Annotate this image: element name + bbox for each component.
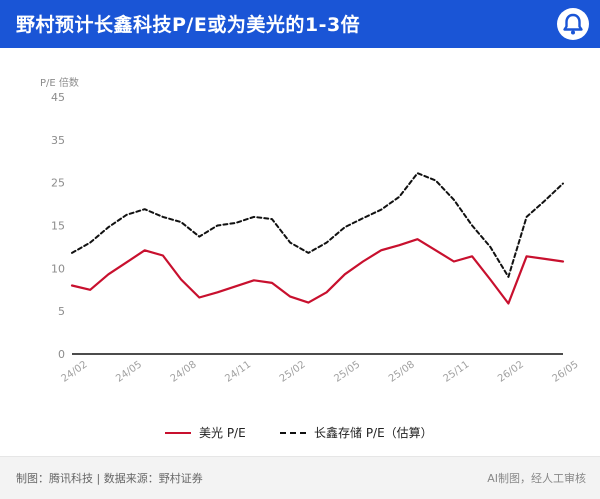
x-tick-label: 25/05: [332, 359, 362, 385]
x-tick-label: 24/05: [114, 359, 144, 385]
x-tick-label: 25/08: [387, 359, 417, 385]
legend-label-micron: 美光 P/E: [199, 426, 246, 440]
series-line-cxmt: [71, 172, 564, 278]
x-tick-label: 25/02: [278, 359, 308, 385]
footer-divider: [0, 456, 600, 457]
x-tick-label: 26/05: [551, 359, 581, 385]
line-chart: 0 5 10 15 25 35 45 24/02 24/05 24/08 24/11 25/02 25/…: [51, 91, 581, 385]
legend-label-cxmt: 长鑫存储 P/E（估算）: [314, 426, 433, 440]
legend-item-micron: 美光 P/E: [165, 424, 246, 441]
legend-swatch-solid: [165, 431, 191, 434]
x-tick-label: 24/02: [60, 359, 90, 385]
series-line-micron: [70, 238, 565, 305]
x-tick-label: 24/11: [223, 359, 253, 385]
footer: 制图：腾讯科技 | 数据来源：野村证券 AI制图，经人工审核: [0, 457, 600, 499]
y-tick-label: 5: [58, 305, 65, 318]
source-note: 制图：腾讯科技 | 数据来源：野村证券: [16, 472, 203, 485]
ai-note: AI制图，经人工审核: [487, 472, 586, 485]
x-tick-label: 26/02: [496, 359, 526, 385]
y-tick-label: 0: [58, 348, 65, 361]
title-bar: 野村预计长鑫科技P/E或为美光的1-3倍: [0, 0, 600, 48]
y-axis-label: P/E 倍数: [40, 78, 79, 89]
legend: 美光 P/E 长鑫存储 P/E（估算）: [0, 424, 600, 444]
x-tick-label: 25/11: [441, 359, 471, 385]
y-tick-label: 25: [51, 177, 65, 190]
y-tick-label: 10: [51, 262, 65, 275]
brand-logo-icon: [557, 8, 589, 40]
y-tick-label: 15: [51, 220, 65, 233]
legend-swatch-dashed: [280, 431, 306, 434]
y-tick-label: 35: [51, 134, 65, 147]
legend-item-cxmt: 长鑫存储 P/E（估算）: [280, 424, 433, 441]
y-tick-label: 45: [51, 91, 65, 104]
x-tick-label: 24/08: [169, 359, 199, 385]
chart-title: 野村预计长鑫科技P/E或为美光的1-3倍: [16, 14, 361, 36]
bell-icon: [563, 13, 583, 35]
